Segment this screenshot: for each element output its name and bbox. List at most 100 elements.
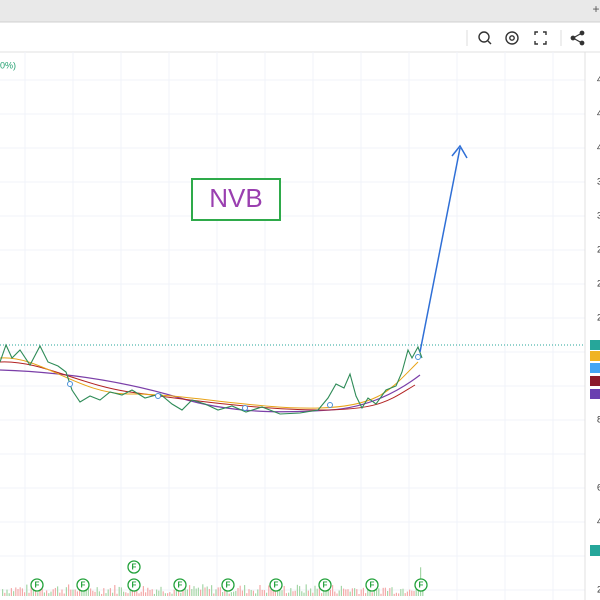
price-line xyxy=(0,343,423,415)
volume-bar xyxy=(120,587,122,596)
volume-bar xyxy=(233,591,235,596)
volume-bar xyxy=(142,586,144,596)
volume-bar xyxy=(347,589,349,596)
volume-bar xyxy=(261,589,263,596)
price-label: 4 xyxy=(597,516,600,526)
volume-bar xyxy=(92,590,94,596)
top-bar xyxy=(0,0,600,22)
moving-average xyxy=(0,361,416,411)
event-marker-label: F xyxy=(274,581,279,590)
volume-bar xyxy=(2,589,4,596)
volume-bar xyxy=(87,586,89,596)
price-label: 2 xyxy=(597,244,600,254)
volume-bar xyxy=(193,586,195,596)
settings-icon[interactable] xyxy=(505,31,519,45)
volume-bar xyxy=(52,589,54,596)
event-marker xyxy=(221,578,235,592)
event-marker xyxy=(173,578,187,592)
volume-bar xyxy=(21,588,23,596)
event-marker xyxy=(127,578,141,592)
volume-bar xyxy=(303,592,305,596)
volume-bar xyxy=(415,584,417,596)
event-marker-label: F xyxy=(370,581,375,590)
volume-bar xyxy=(35,587,37,596)
fullscreen-icon[interactable] xyxy=(534,31,547,45)
volume-bar xyxy=(123,591,125,596)
volume-bar xyxy=(127,593,129,596)
volume-bar xyxy=(356,589,358,596)
volume-bar xyxy=(98,591,100,596)
volume-bar xyxy=(398,593,400,596)
zoom-icon[interactable] xyxy=(478,31,492,45)
volume-bar xyxy=(257,589,259,596)
volume-bar xyxy=(301,591,303,596)
volume-bar xyxy=(314,585,316,596)
volume-bar xyxy=(24,592,26,596)
legend-text: 0%) xyxy=(0,60,16,70)
price-label: 2 xyxy=(597,312,600,322)
volume-bar xyxy=(321,593,323,596)
volume-bar xyxy=(129,588,131,596)
price-tags xyxy=(590,340,600,556)
volume-bar xyxy=(215,589,217,596)
volume-bar xyxy=(169,592,171,596)
volume-bar xyxy=(305,584,307,596)
volume-bar xyxy=(382,587,384,596)
volume-bar xyxy=(400,589,402,596)
volume-bar xyxy=(145,592,147,596)
volume-bar xyxy=(202,584,204,596)
price-label: 3 xyxy=(597,210,600,220)
volume-bar xyxy=(349,591,351,596)
volume-bar xyxy=(50,591,52,596)
volume-bar xyxy=(316,588,318,596)
volume-bar xyxy=(204,587,206,596)
volume-bar xyxy=(307,590,309,596)
event-marker-label: F xyxy=(132,563,137,572)
volume-bar xyxy=(277,591,279,596)
volume-bar xyxy=(39,589,41,596)
volume-bar xyxy=(358,593,360,596)
volume-bar xyxy=(224,590,226,596)
volume-bar xyxy=(149,589,151,596)
volume-bar xyxy=(116,593,118,596)
volume-bar xyxy=(281,590,283,596)
volume-bar xyxy=(68,584,70,596)
volume-bar xyxy=(299,586,301,596)
volume-bar xyxy=(32,589,34,596)
event-marker-label: F xyxy=(323,581,328,590)
volume-bar xyxy=(182,587,184,596)
volume-bar xyxy=(384,587,386,596)
volume-bar xyxy=(285,593,287,596)
event-marker xyxy=(76,578,90,592)
volume-bar xyxy=(323,590,325,596)
event-marker-label: F xyxy=(81,581,86,590)
event-marker-label: F xyxy=(132,581,137,590)
volume-bar xyxy=(96,587,98,596)
volume-bar xyxy=(8,593,10,596)
volume-bar xyxy=(395,592,397,596)
event-marker xyxy=(127,560,141,574)
volume-bar xyxy=(118,586,120,596)
volume-bar xyxy=(248,589,250,596)
annotation-text: NVB xyxy=(209,183,262,213)
volume-bar xyxy=(19,587,21,596)
volume-bar xyxy=(345,589,347,596)
arrow-line xyxy=(419,147,461,353)
volume-bar xyxy=(109,588,111,596)
volume-bar xyxy=(43,592,45,596)
plus-icon[interactable]: + xyxy=(592,2,599,16)
price-axis: 4 4 4 3 3 2 2 2 8 6 4 2 xyxy=(597,74,600,594)
volume-bar xyxy=(235,590,237,596)
volume-bar xyxy=(112,592,114,596)
volume-bar xyxy=(160,586,162,596)
volume-bar xyxy=(74,589,76,596)
volume-bar xyxy=(81,591,83,596)
volume-bar xyxy=(263,590,265,596)
volume-bar xyxy=(411,590,413,596)
volume-bar xyxy=(329,589,331,596)
volume-bar xyxy=(217,587,219,596)
volume-bar xyxy=(195,588,197,596)
share-icon[interactable] xyxy=(570,30,585,46)
volume-bar xyxy=(136,591,138,596)
volume-bar xyxy=(37,592,39,596)
